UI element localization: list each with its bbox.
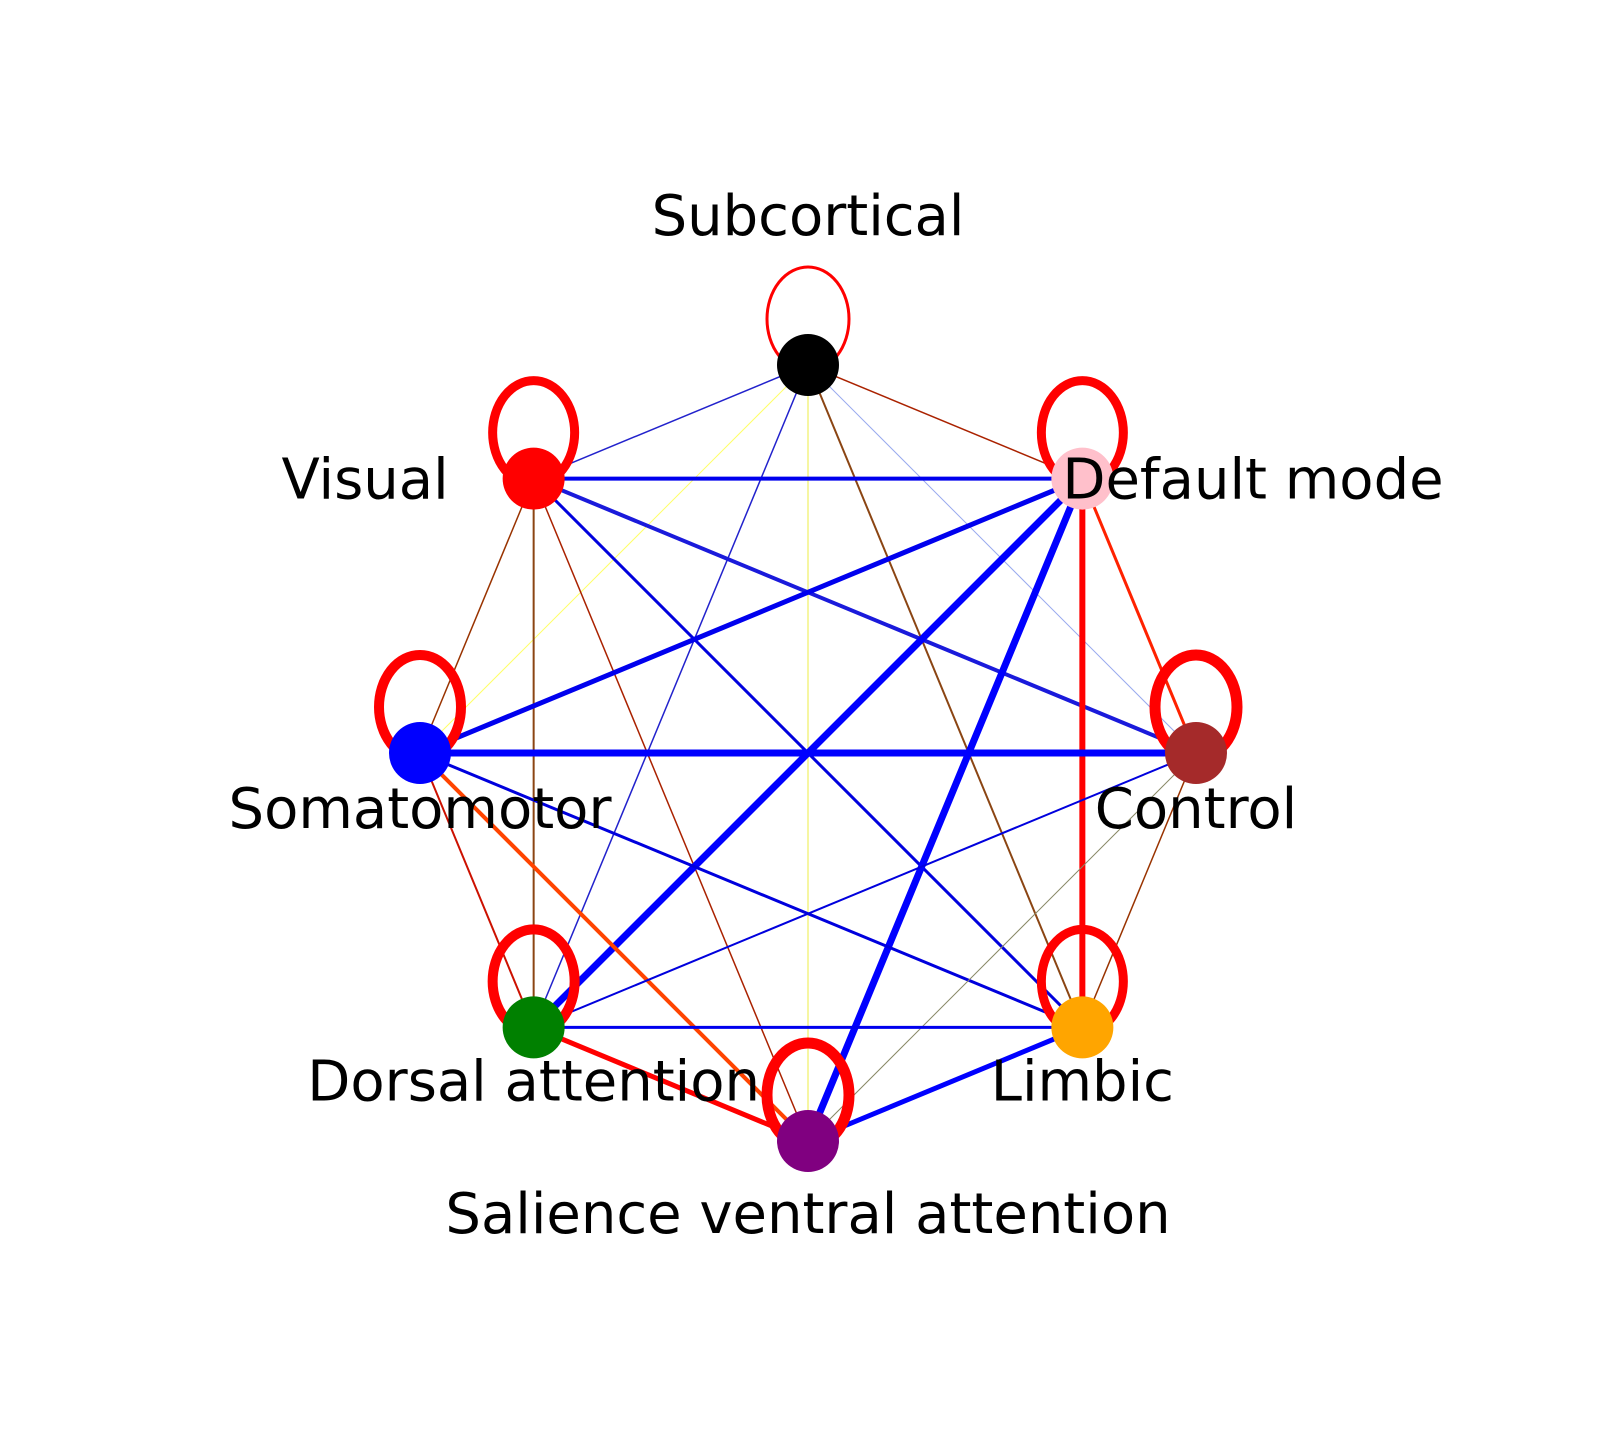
label-salience-ventral-attention: Salience ventral attention [445, 1182, 1170, 1247]
edge-visual-somatomotor [419, 478, 535, 754]
node-limbic [1051, 996, 1114, 1059]
label-default-mode: Default mode [1062, 448, 1443, 513]
label-dorsal-attention: Dorsal attention [307, 1049, 760, 1114]
label-subcortical: Subcortical [652, 184, 965, 249]
labels-layer: Subcortical Default mode Control Limbic Sali… [229, 184, 1444, 1247]
node-default-mode [1051, 447, 1114, 510]
edge-default-mode-salience-ventral-attention [804, 477, 1086, 1143]
edge-default-mode-somatomotor [419, 476, 1084, 756]
node-subcortical [777, 334, 839, 396]
edges-layer [418, 364, 1198, 1144]
node-visual [502, 447, 565, 510]
node-control [1165, 722, 1227, 784]
edge-limbic-salience-ventral-attention [807, 1025, 1084, 1144]
edge-subcortical-dorsal-attention [532, 364, 809, 1028]
edge-control-dorsal-attention [533, 752, 1197, 1029]
edge-somatomotor-limbic [419, 751, 1083, 1029]
node-somatomotor [389, 722, 451, 784]
edge-subcortical-default-mode [807, 364, 1083, 480]
edge-visual-control [532, 476, 1197, 755]
edge-control-salience-ventral-attention [807, 752, 1197, 1142]
edge-subcortical-visual [533, 364, 809, 480]
edge-somatomotor-dorsal-attention [419, 752, 535, 1028]
edge-default-mode-control [1080, 478, 1198, 754]
edge-subcortical-limbic [807, 364, 1084, 1028]
edge-dorsal-attention-salience-ventral-attention [532, 1025, 809, 1144]
node-dorsal-attention [502, 996, 565, 1059]
label-control: Control [1095, 777, 1297, 842]
label-limbic: Limbic [991, 1049, 1174, 1114]
node-salience-ventral-attention [777, 1110, 839, 1172]
edge-visual-salience-ventral-attention [532, 478, 809, 1142]
edge-control-limbic [1081, 752, 1197, 1028]
label-visual: Visual [281, 448, 448, 513]
edge-somatomotor-salience-ventral-attention [418, 751, 810, 1143]
nodes-layer [389, 334, 1227, 1172]
label-somatomotor: Somatomotor [229, 777, 613, 842]
